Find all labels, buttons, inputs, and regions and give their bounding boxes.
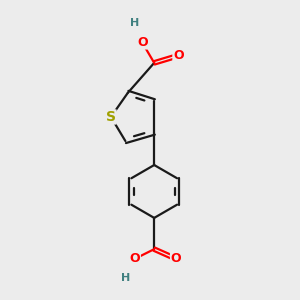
Text: O: O (130, 252, 140, 265)
Text: H: H (130, 18, 140, 28)
Text: H: H (121, 273, 130, 283)
Text: O: O (170, 252, 181, 265)
Text: S: S (106, 110, 116, 124)
Text: O: O (137, 36, 148, 49)
Text: O: O (173, 49, 184, 62)
